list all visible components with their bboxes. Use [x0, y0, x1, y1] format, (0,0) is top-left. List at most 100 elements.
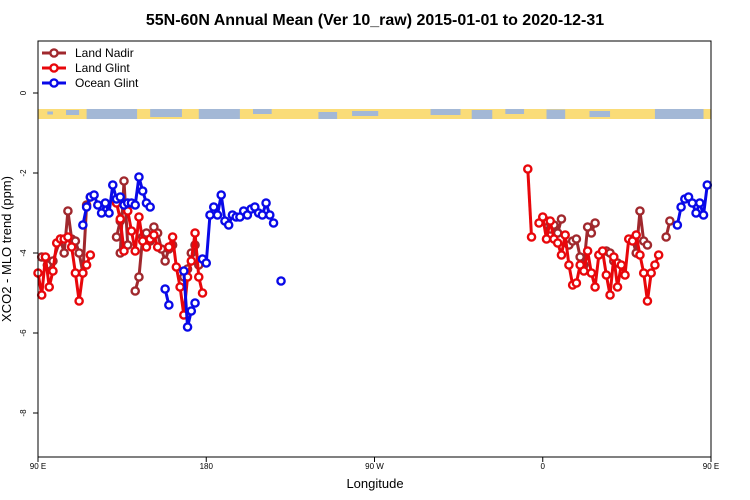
- map-strip: [38, 109, 711, 119]
- data-point: [208, 202, 219, 212]
- data-point: [100, 198, 111, 208]
- data-point: [642, 240, 653, 250]
- data-point: [111, 232, 122, 242]
- data-point: [119, 176, 129, 186]
- data-point: [149, 230, 159, 240]
- data-point: [205, 210, 215, 220]
- series-ocean-glint: [78, 172, 713, 332]
- data-point: [137, 186, 148, 196]
- data-point: [661, 232, 671, 242]
- y-tick-label: 0: [19, 90, 28, 95]
- data-point: [115, 192, 126, 202]
- data-point: [193, 272, 204, 282]
- data-point: [586, 228, 597, 238]
- map-strip-ocean: [546, 109, 566, 119]
- data-point: [212, 210, 223, 220]
- data-point: [597, 246, 608, 256]
- data-point: [564, 260, 574, 270]
- data-point: [70, 268, 81, 278]
- data-point: [216, 190, 227, 200]
- x-tick-label: 180: [200, 462, 214, 471]
- map-strip-ocean: [86, 109, 138, 119]
- y-tick-label: -2: [19, 169, 28, 177]
- x-tick-label: 0: [541, 462, 546, 471]
- data-point: [126, 226, 137, 236]
- data-point: [257, 210, 268, 220]
- y-tick-label: -8: [19, 409, 28, 417]
- series-layer: [33, 164, 713, 332]
- x-tick-label: 90 E: [30, 462, 46, 471]
- data-point: [74, 248, 84, 258]
- map-strip-ocean: [66, 110, 80, 115]
- data-point: [130, 246, 141, 256]
- data-point: [691, 208, 701, 218]
- data-point: [635, 206, 645, 216]
- legend-label: Ocean Glint: [75, 76, 139, 90]
- data-point: [78, 220, 88, 230]
- legend-item: Land Nadir: [42, 46, 134, 60]
- map-strip-ocean: [47, 111, 53, 115]
- chart-title: 55N-60N Annual Mean (Ver 10_raw) 2015-01…: [146, 12, 604, 29]
- data-point: [605, 290, 615, 300]
- map-strip-ocean: [430, 109, 461, 115]
- y-axis: 0 -2 -4 -6 -8: [19, 90, 38, 417]
- data-point: [608, 252, 619, 262]
- data-point: [119, 246, 129, 256]
- data-point: [642, 296, 653, 306]
- data-point: [145, 202, 155, 212]
- y-tick-label: -6: [19, 329, 28, 337]
- data-point: [63, 232, 73, 242]
- legend-label: Land Nadir: [75, 46, 134, 60]
- map-strip-ocean: [589, 111, 611, 117]
- data-point: [164, 242, 174, 252]
- data-point: [81, 202, 92, 212]
- data-point: [579, 266, 589, 276]
- data-point: [590, 282, 600, 292]
- map-strip-ocean: [654, 109, 704, 119]
- data-point: [130, 286, 141, 296]
- x-axis: 90 E 180 90 W 0 90 E: [30, 457, 719, 471]
- data-point: [167, 232, 178, 242]
- data-point: [134, 212, 144, 222]
- data-point: [616, 260, 627, 270]
- map-strip-ocean: [150, 109, 182, 117]
- data-point: [537, 212, 548, 222]
- data-point: [190, 298, 200, 308]
- data-point: [141, 242, 152, 252]
- data-point: [186, 306, 197, 316]
- data-point: [620, 270, 630, 280]
- data-point: [653, 250, 664, 260]
- data-point: [107, 180, 118, 190]
- legend-marker: [49, 63, 59, 73]
- data-point: [175, 282, 185, 292]
- data-point: [182, 322, 193, 332]
- data-point: [152, 242, 163, 252]
- legend-item: Ocean Glint: [42, 76, 139, 90]
- legend-item: Land Glint: [42, 61, 130, 75]
- data-point: [186, 256, 197, 266]
- legend-label: Land Glint: [75, 61, 130, 75]
- map-strip-ocean: [471, 110, 493, 119]
- data-point: [265, 210, 275, 220]
- data-point: [130, 200, 141, 210]
- data-point: [261, 198, 271, 208]
- data-point: [36, 290, 47, 300]
- data-point: [676, 202, 686, 212]
- data-point: [59, 248, 69, 258]
- data-point: [115, 214, 126, 224]
- map-strip-ocean: [352, 111, 379, 116]
- data-point: [93, 200, 103, 210]
- data-point: [575, 252, 585, 262]
- data-point: [48, 266, 58, 276]
- map-strip-ocean: [318, 112, 338, 119]
- data-point: [702, 180, 713, 190]
- data-point: [631, 230, 642, 240]
- data-point: [545, 216, 556, 226]
- data-point: [134, 272, 144, 282]
- data-point: [522, 164, 533, 174]
- legend-marker: [49, 78, 59, 88]
- legend-marker: [49, 48, 59, 58]
- map-strip-ocean: [198, 109, 240, 119]
- data-point: [63, 206, 73, 216]
